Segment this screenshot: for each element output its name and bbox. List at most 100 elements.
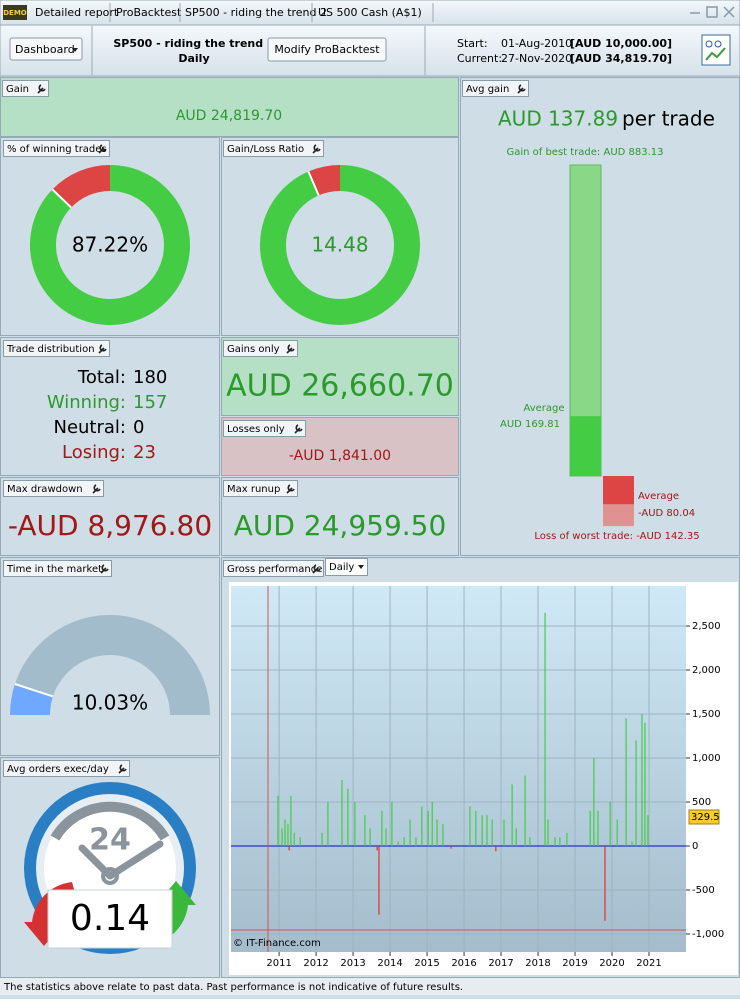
bar: [589, 810, 591, 846]
modify-button[interactable]: [267, 37, 387, 62]
panel-header: [223, 560, 324, 577]
wrench-icon[interactable]: [98, 344, 107, 354]
bar: [644, 722, 646, 846]
donut-loss: [52, 165, 111, 208]
current-label: Current:: [457, 52, 502, 65]
average-gain-caption: Average: [523, 403, 564, 414]
panel-title: Gain/Loss Ratio: [227, 144, 304, 155]
gauge-divider: [14, 683, 54, 698]
y-tick-label: 2,500: [692, 621, 721, 632]
bar: [641, 714, 643, 846]
modify-label[interactable]: Modify ProBacktest: [274, 43, 380, 56]
wrench-icon[interactable]: [312, 564, 321, 574]
demo-label: DEMO: [3, 9, 27, 17]
clock-icon: [24, 782, 196, 954]
panel-title: Gain: [6, 84, 29, 95]
panel-title: Gross performance: [227, 564, 322, 575]
ratio-label: 14.48: [311, 233, 368, 257]
x-tick-label: 2018: [525, 958, 550, 969]
bar: [431, 801, 433, 846]
dropdown-arrow: [358, 565, 364, 569]
tab[interactable]: Detailed report: [35, 6, 119, 19]
tab[interactable]: SP500 - riding the trend 2: [185, 6, 327, 19]
footer-bar: [0, 978, 740, 995]
period-select[interactable]: [325, 558, 368, 576]
distribution-value: 157: [133, 392, 167, 413]
x-tick-label: 2016: [451, 958, 476, 969]
distribution-label: Neutral:: [53, 417, 126, 438]
bar: [616, 819, 618, 846]
report-icon[interactable]: [701, 34, 731, 66]
average-loss-bar: [603, 476, 634, 505]
bar: [647, 815, 649, 846]
panel-header: [223, 420, 306, 437]
wrench-icon[interactable]: [286, 344, 295, 354]
x-tick-label: 2017: [488, 958, 513, 969]
demo-icon: [3, 5, 27, 20]
gains-only-value: AUD 26,660.70: [226, 369, 454, 404]
bar: [409, 819, 411, 846]
bar: [415, 837, 417, 846]
panel-title: Time in the market: [6, 564, 102, 575]
panel-header: [3, 140, 110, 157]
bar: [503, 819, 505, 846]
y-tick-label: 1,000: [692, 753, 721, 764]
dropdown-arrow: [72, 48, 78, 52]
bar: [391, 801, 393, 846]
x-tick-label: 2021: [636, 958, 661, 969]
panel-title: Avg gain: [466, 84, 509, 95]
tab[interactable]: US 500 Cash (A$1): [318, 6, 422, 19]
wrench-icon[interactable]: [92, 484, 101, 494]
bar: [436, 819, 438, 846]
x-tick-label: 2014: [377, 958, 402, 969]
wrench-icon[interactable]: [118, 764, 127, 774]
avg-orders-value: 0.14: [70, 898, 150, 939]
panel-header: [3, 340, 110, 357]
bar: [284, 819, 286, 846]
x-tick-label: 2020: [599, 958, 624, 969]
dashboard-label[interactable]: Dashboard: [15, 43, 75, 56]
bar: [566, 832, 568, 846]
distribution-value: 180: [133, 367, 167, 388]
x-tick-label: 2015: [414, 958, 439, 969]
bar: [385, 828, 387, 846]
wrench-icon[interactable]: [100, 564, 109, 574]
bar: [341, 779, 343, 846]
distribution-label: Losing:: [62, 442, 126, 463]
dashboard-button[interactable]: [9, 37, 83, 61]
wrench-icon[interactable]: [312, 144, 321, 154]
donut-loss: [308, 165, 341, 196]
bar: [635, 740, 637, 846]
plot-area: [231, 586, 686, 952]
donut-gain: [30, 165, 190, 325]
bar: [491, 819, 493, 846]
bar: [369, 828, 371, 846]
wrench-icon[interactable]: [98, 144, 107, 154]
tab[interactable]: ProBacktest: [116, 6, 182, 19]
wrench-icon[interactable]: [294, 424, 303, 434]
panel-header: [3, 560, 112, 577]
wrench-icon[interactable]: [517, 84, 526, 94]
wrench-icon[interactable]: [286, 484, 295, 494]
worst-loss-label: Loss of worst trade: -AUD 142.35: [534, 531, 699, 542]
window-controls[interactable]: [690, 6, 735, 18]
bar: [403, 837, 405, 846]
bar: [277, 795, 279, 846]
bar: [442, 823, 444, 846]
bar: [475, 810, 477, 846]
wrench-icon[interactable]: [37, 84, 46, 94]
bar: [281, 828, 283, 846]
last-value-label: 329.5: [691, 812, 720, 823]
donut-gain: [260, 165, 420, 325]
bar: [486, 815, 488, 846]
average-loss-label: -AUD 80.04: [638, 508, 695, 519]
bar: [354, 801, 356, 846]
max-drawdown-value: -AUD 8,976.80: [8, 509, 212, 542]
x-tick-label: 2012: [303, 958, 328, 969]
bar: [421, 806, 423, 846]
bar: [469, 806, 471, 846]
period-label[interactable]: Daily: [329, 562, 354, 573]
bar: [327, 801, 329, 846]
gain-value: AUD 24,819.70: [176, 108, 282, 124]
